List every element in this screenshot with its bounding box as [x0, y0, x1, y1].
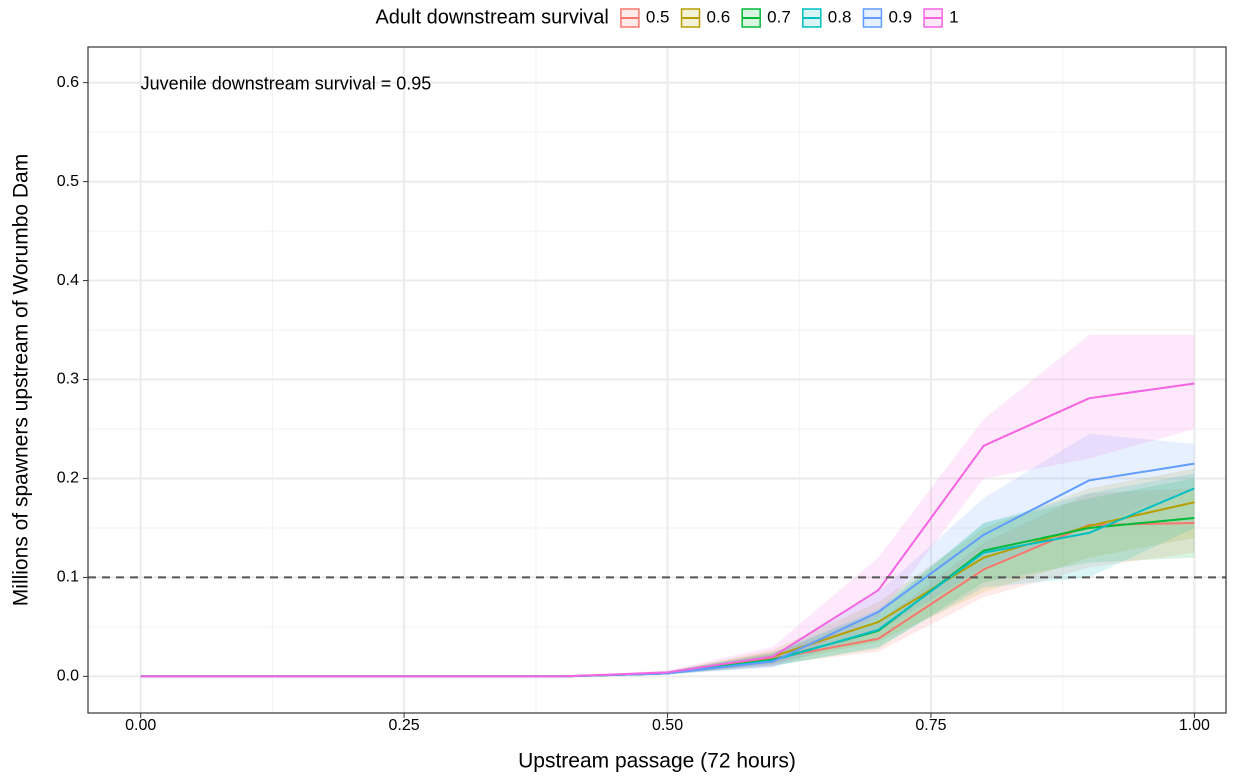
- legend-title: Adult downstream survival: [375, 6, 608, 28]
- x-tick-label: 1.00: [1179, 717, 1210, 734]
- confidence-band: [140, 468, 1195, 677]
- legend-label: 0.6: [707, 7, 731, 26]
- plot-border: [87, 46, 1227, 714]
- x-tick-label: 0.75: [915, 717, 946, 734]
- legend-label: 0.7: [767, 7, 791, 26]
- annotation: Juvenile downstream survival = 0.95: [141, 73, 432, 93]
- x-tick-label: 0.25: [389, 717, 420, 734]
- x-tick-label: 0.00: [125, 717, 156, 734]
- confidence-band: [140, 433, 1195, 677]
- confidence-band: [140, 473, 1195, 677]
- y-tick-label: 0.3: [57, 371, 79, 388]
- confidence-band: [140, 488, 1195, 677]
- confidence-band: [140, 334, 1195, 677]
- y-axis-label: Millions of spawners upstream of Worumbo…: [10, 154, 33, 606]
- legend-label: 0.5: [646, 7, 670, 26]
- y-tick-label: 0.2: [57, 470, 79, 487]
- x-tick-label: 0.50: [652, 717, 683, 734]
- x-axis-label: Upstream passage (72 hours): [518, 750, 796, 773]
- legend-label: 0.8: [828, 7, 852, 26]
- y-tick-label: 0.6: [57, 74, 79, 91]
- y-tick-label: 0.4: [57, 272, 79, 289]
- y-tick-label: 0.0: [57, 668, 79, 685]
- legend: Adult downstream survival 0.5 0.6 0.7 0.8 0.9…: [375, 6, 958, 28]
- line: [140, 382, 1195, 678]
- y-tick-label: 0.1: [57, 569, 79, 586]
- confidence-band: [140, 478, 1195, 677]
- legend-label: 0.9: [888, 7, 912, 26]
- legend-label: 1: [949, 7, 958, 26]
- y-tick-label: 0.5: [57, 173, 79, 190]
